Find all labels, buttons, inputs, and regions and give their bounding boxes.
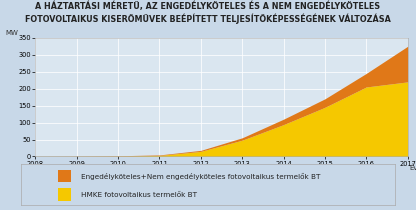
FancyBboxPatch shape	[58, 188, 72, 201]
Text: Év: Év	[409, 164, 416, 171]
Text: FOTOVOLTAIKUS KISERŐMŰVEK BEÉPÍTETT TELJESÍTŐKÉPESSÉGÉNEK VÁLTOZÁSA: FOTOVOLTAIKUS KISERŐMŰVEK BEÉPÍTETT TELJ…	[25, 14, 391, 24]
Text: MW: MW	[5, 30, 18, 35]
Text: A HÁZTARTÁSI MÉRETŰ, AZ ENGEDÉLYKÖTELES ÉS A NEM ENGEDÉLYKÖTELES: A HÁZTARTÁSI MÉRETŰ, AZ ENGEDÉLYKÖTELES …	[35, 1, 381, 11]
Text: HMKE fotovoltaikus termelők BT: HMKE fotovoltaikus termelők BT	[81, 192, 197, 198]
FancyBboxPatch shape	[58, 170, 72, 182]
Text: Engedélyköteles+Nem engedélyköteles fotovoltaikus termelők BT: Engedélyköteles+Nem engedélyköteles foto…	[81, 173, 320, 180]
